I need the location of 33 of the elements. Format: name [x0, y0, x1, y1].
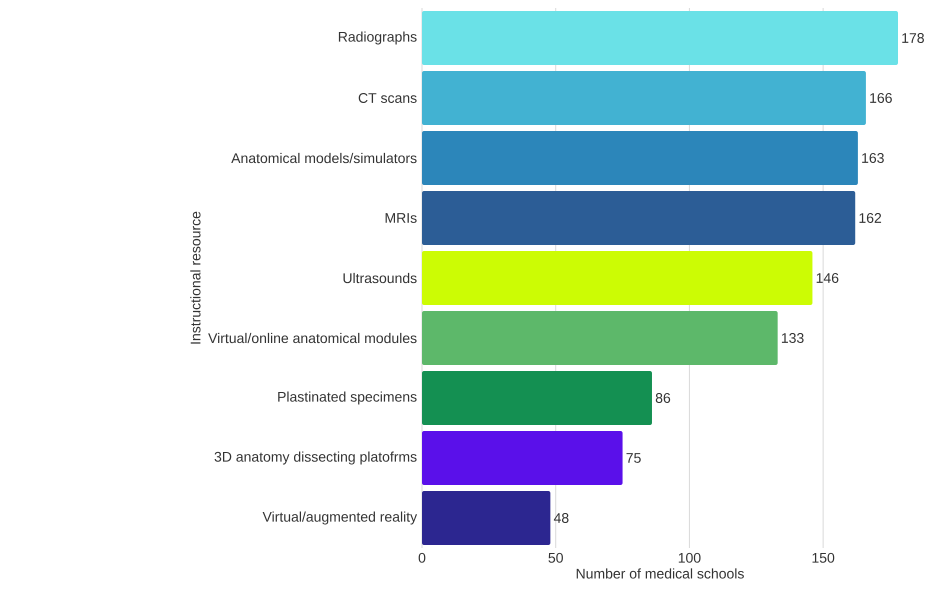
bar: [422, 491, 550, 546]
data-label: 75: [626, 453, 641, 463]
data-label: 86: [656, 393, 670, 403]
bar: [422, 131, 858, 186]
bar: [422, 191, 856, 246]
y-tick-label: MRIs: [386, 213, 417, 223]
bar: [422, 431, 623, 486]
x-tick-label: 0: [418, 552, 426, 563]
y-tick-label: Virtual/augmented reality: [262, 511, 418, 525]
x-tick-label: 100: [678, 552, 701, 563]
y-tick-label: Plastinated specimens: [278, 391, 417, 405]
bar: [422, 71, 866, 125]
y-tick-label: Virtual/online anatomical modules: [208, 332, 417, 344]
bar: [422, 251, 812, 306]
x-tick-label: 50: [548, 552, 563, 563]
data-label: 162: [859, 213, 882, 223]
y-axis-title: Instructional resource: [190, 212, 201, 344]
y-tick-label: Radiographs: [338, 31, 417, 45]
bar: [422, 311, 778, 366]
data-label: 146: [816, 273, 838, 283]
y-tick-label: Anatomical models/simulators: [231, 152, 417, 164]
y-tick-label: Ultrasounds: [344, 272, 417, 284]
x-axis-title: Number of medical schools: [576, 568, 744, 579]
data-label: 166: [870, 93, 892, 103]
data-label: 48: [554, 513, 569, 523]
bar: [422, 371, 652, 426]
y-tick-label: CT scans: [358, 93, 417, 103]
bar: [422, 11, 898, 65]
y-tick-label: 3D anatomy dissecting platofrms: [214, 451, 417, 465]
x-tick-label: 150: [812, 552, 834, 563]
data-label: 178: [902, 33, 924, 43]
data-label: 133: [782, 333, 804, 343]
data-label: 163: [862, 153, 884, 163]
